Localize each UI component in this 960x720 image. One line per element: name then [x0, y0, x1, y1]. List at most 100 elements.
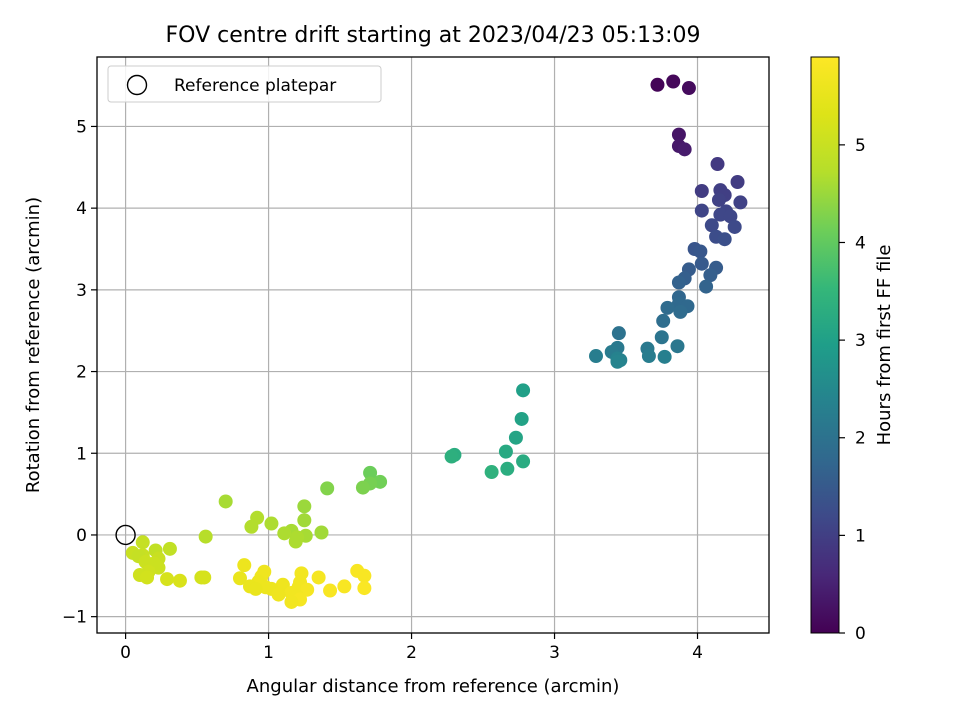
- data-point: [500, 461, 515, 476]
- legend-label: Reference platepar: [174, 76, 336, 96]
- data-point: [162, 541, 177, 556]
- x-tick-label: 1: [263, 643, 274, 663]
- data-point: [135, 535, 150, 550]
- y-axis-label: Rotation from reference (arcmin): [23, 197, 44, 493]
- data-point: [323, 583, 338, 598]
- data-point: [657, 349, 672, 364]
- data-point: [288, 534, 303, 549]
- data-point: [264, 516, 279, 531]
- grid-lines: [97, 57, 769, 633]
- x-tick-label: 3: [549, 643, 560, 663]
- data-point: [703, 268, 718, 283]
- data-point: [508, 430, 523, 445]
- data-point: [218, 494, 233, 509]
- data-point: [588, 349, 603, 364]
- y-tick-label: 3: [76, 281, 87, 301]
- data-point: [694, 256, 709, 271]
- data-point: [363, 465, 378, 480]
- data-point: [677, 142, 692, 157]
- data-point: [444, 449, 459, 464]
- data-point: [727, 219, 742, 234]
- data-point: [641, 349, 656, 364]
- data-point: [498, 444, 513, 459]
- data-point: [357, 581, 372, 596]
- data-point: [670, 339, 685, 354]
- colorbar-tick-label: 3: [855, 331, 866, 351]
- data-point: [314, 525, 329, 540]
- data-point: [717, 232, 732, 247]
- scatter-points: [125, 74, 748, 609]
- data-point: [197, 570, 212, 585]
- data-point: [681, 81, 696, 96]
- chart-title: FOV centre drift starting at 2023/04/23 …: [166, 23, 701, 48]
- data-point: [516, 454, 531, 469]
- x-axis-label: Angular distance from reference (arcmin): [247, 676, 620, 697]
- legend-marker: [126, 74, 148, 96]
- data-point: [711, 192, 726, 207]
- data-point: [198, 529, 213, 544]
- colorbar-ticks: 0 1 2 3 4 5: [839, 136, 866, 644]
- y-tick-label: 1: [76, 444, 87, 464]
- data-point: [297, 499, 312, 514]
- reference-marker-group: [115, 524, 136, 546]
- data-point: [723, 209, 738, 224]
- data-point: [300, 582, 315, 597]
- data-point: [730, 175, 745, 190]
- colorbar-tick-label: 0: [855, 624, 866, 644]
- data-point: [320, 481, 335, 496]
- data-point: [484, 465, 499, 480]
- y-axis-ticks: −1 0 1 2 3 4 5: [62, 117, 97, 628]
- data-point: [297, 513, 312, 528]
- data-point: [271, 587, 286, 602]
- data-point: [355, 480, 370, 495]
- data-point: [140, 570, 155, 585]
- x-axis-ticks: 0 1 2 3 4: [120, 633, 703, 663]
- data-point: [311, 570, 326, 585]
- y-tick-label: −1: [62, 608, 87, 628]
- data-point: [172, 573, 187, 588]
- data-point: [244, 519, 259, 534]
- data-point: [694, 203, 709, 218]
- data-point: [666, 74, 681, 89]
- data-point: [284, 594, 299, 609]
- x-tick-label: 0: [120, 643, 131, 663]
- colorbar-tick-label: 4: [855, 233, 866, 253]
- colorbar-tick-label: 1: [855, 526, 866, 546]
- data-point: [710, 157, 725, 172]
- data-point: [516, 383, 531, 398]
- legend-box: [107, 65, 382, 103]
- data-point: [694, 183, 709, 198]
- data-point: [650, 77, 665, 92]
- data-point: [248, 581, 263, 596]
- y-tick-label: 4: [76, 199, 87, 219]
- data-point: [237, 558, 252, 573]
- data-point: [232, 571, 247, 586]
- data-point: [610, 354, 625, 369]
- colorbar-tick-label: 2: [855, 429, 866, 449]
- data-point: [671, 275, 686, 290]
- reference-marker: [115, 524, 136, 546]
- data-point: [277, 526, 292, 541]
- data-point: [160, 572, 175, 587]
- y-tick-label: 5: [76, 117, 87, 137]
- data-point: [656, 313, 671, 328]
- data-point: [660, 300, 675, 315]
- data-point: [654, 330, 669, 345]
- colorbar-gradient: [810, 56, 840, 634]
- data-point: [671, 127, 686, 142]
- colorbar-tick-label: 5: [855, 136, 866, 156]
- legend: Reference platepar: [107, 65, 382, 103]
- data-point: [704, 218, 719, 233]
- data-point: [699, 279, 714, 294]
- data-point: [693, 244, 708, 259]
- data-point: [611, 326, 626, 341]
- data-point: [337, 579, 352, 594]
- x-tick-label: 4: [692, 643, 703, 663]
- y-tick-label: 0: [76, 526, 87, 546]
- x-tick-label: 2: [406, 643, 417, 663]
- data-point: [357, 568, 372, 583]
- data-point: [514, 411, 529, 426]
- colorbar-label: Hours from first FF file: [874, 245, 895, 446]
- data-point: [673, 304, 688, 319]
